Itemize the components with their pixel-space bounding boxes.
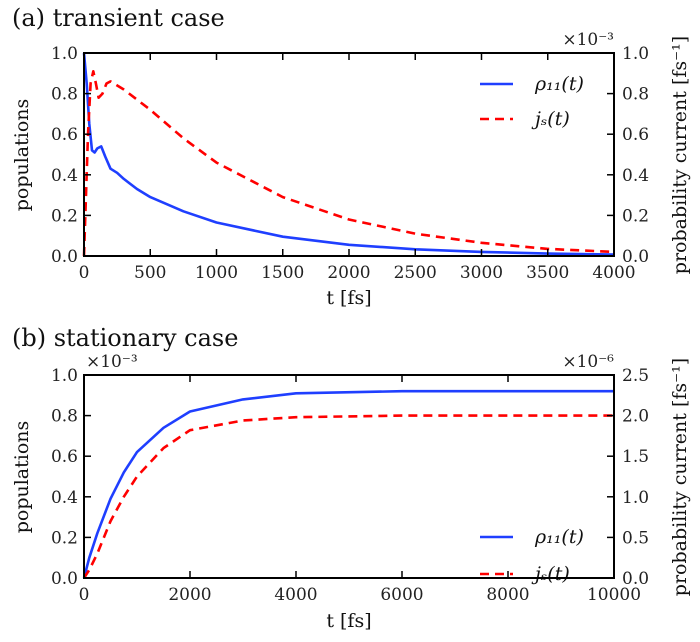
y-tick-label-right: 1.0 [622,488,649,508]
plot-frame [83,374,615,579]
y-tick-label: 0.2 [51,206,78,226]
x-tick-label: 6000 [380,585,423,605]
y-tick-label: 1.0 [51,44,78,64]
legend-label: jₛ(t) [531,563,570,585]
x-axis-label: t [fs] [326,610,371,632]
x-tick-label: 4000 [274,585,317,605]
y-tick-label: 0.4 [51,488,78,508]
panel-stationary: (b) stationary case t [fs] populations p… [11,324,691,632]
x-tick-label: 2000 [168,585,211,605]
x-tick-label: 3500 [526,263,569,283]
y-tick-label: 0.4 [51,166,78,186]
y-tick-label-right: 2.5 [622,366,649,386]
y-tick-label: 1.0 [51,366,78,386]
x-tick-label: 1500 [261,263,304,283]
y-axis-label: populations [11,421,33,534]
y-tick-label-right: 1.0 [622,44,649,64]
panel-title: (a) transient case [12,4,225,32]
y-tick-label-right: 0.2 [622,206,649,226]
series-line-rho11 [82,389,614,579]
y-tick-label-right: 0.4 [622,166,649,186]
y-tick-label-right: 0.6 [622,125,649,145]
x-tick-label: 4000 [592,263,635,283]
x-tick-label: 10000 [587,585,641,605]
x-axis-label: t [fs] [326,287,371,309]
y-tick-label-right: 0.8 [622,85,649,105]
y-tick-label-right: 0.5 [622,528,649,548]
x-tick-label: 1000 [195,263,238,283]
y-axis-label: populations [11,99,33,212]
left-multiplier: ×10⁻³ [86,352,138,372]
y-axis-label-right: probability current [fs⁻¹] [669,36,691,274]
y-tick-label: 0.2 [51,528,78,548]
x-tick-label: 2000 [327,263,370,283]
y-tick-label: 0.0 [51,569,78,589]
x-tick-label: 0 [79,263,90,283]
panel-title: (b) stationary case [12,324,238,352]
series-line-js [82,70,615,257]
y-tick-label: 0.0 [51,247,78,267]
y-tick-label: 0.8 [51,407,78,427]
y-axis-label-right: probability current [fs⁻¹] [669,358,691,596]
x-tick-label: 0 [79,585,90,605]
y-tick-label-right: 0.0 [622,247,649,267]
y-tick-label-right: 0.0 [622,569,649,589]
right-multiplier: ×10⁻⁶ [562,352,614,372]
y-tick-label: 0.6 [51,125,78,145]
x-tick-label: 3000 [460,263,503,283]
y-tick-label-right: 1.5 [622,447,649,467]
right-multiplier: ×10⁻³ [562,30,614,50]
legend-label: jₛ(t) [531,108,570,130]
panel-transient: (a) transient case t [fs] populations pr… [11,4,691,309]
series-line-js [82,414,614,579]
x-tick-label: 500 [134,263,166,283]
series-line-rho11 [82,52,615,256]
legend-label: ρ₁₁(t) [534,73,584,95]
x-tick-label: 2500 [394,263,437,283]
legend-label: ρ₁₁(t) [534,526,584,548]
x-tick-label: 8000 [486,585,529,605]
y-tick-label-right: 2.0 [622,407,649,427]
y-tick-label: 0.8 [51,85,78,105]
y-tick-label: 0.6 [51,447,78,467]
